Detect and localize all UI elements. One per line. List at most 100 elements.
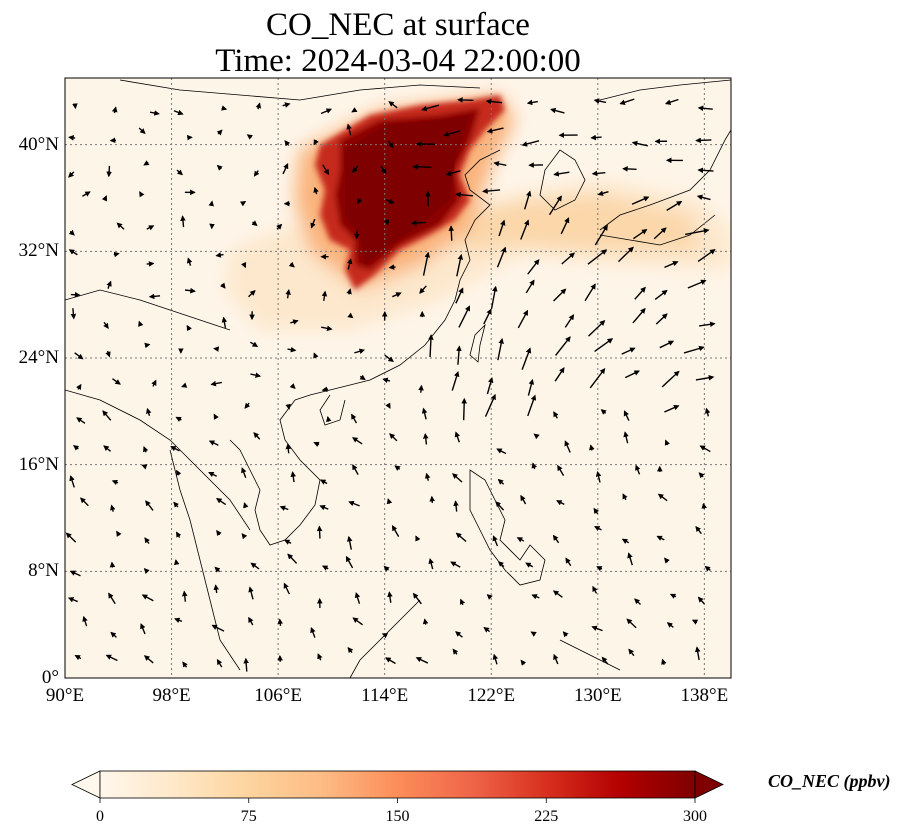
- wind-arrow: [388, 101, 398, 109]
- wind-arrow: [139, 191, 145, 198]
- wind-arrow: [105, 350, 111, 358]
- wind-arrow: [386, 498, 393, 505]
- wind-arrow: [664, 439, 670, 446]
- wind-arrow: [622, 166, 637, 172]
- wind-arrow: [68, 135, 76, 141]
- wind-arrow: [634, 286, 646, 300]
- wind-arrow: [525, 562, 534, 568]
- wind-arrow: [496, 246, 507, 268]
- wind-arrow: [208, 471, 218, 478]
- wind-arrow: [486, 377, 494, 395]
- wind-arrow: [453, 500, 459, 512]
- lat-tick-label: 8°N: [28, 560, 59, 582]
- lon-tick-label: 90°E: [45, 685, 85, 706]
- wind-arrow: [216, 497, 227, 506]
- wind-arrow: [282, 102, 291, 108]
- wind-arrow: [555, 336, 571, 356]
- wind-arrow: [385, 402, 391, 409]
- wind-arrow: [322, 164, 330, 176]
- wind-arrow: [74, 654, 82, 661]
- wind-arrow: [695, 525, 702, 535]
- wind-arrow: [631, 196, 650, 205]
- wind-arrow: [496, 448, 507, 455]
- wind-arrow: [666, 622, 674, 628]
- colorbar-min-extension: [71, 770, 101, 799]
- wind-arrow: [664, 98, 679, 105]
- wind-arrow: [241, 467, 247, 479]
- wind-arrow: [421, 104, 440, 112]
- wind-arrow: [310, 626, 316, 638]
- wind-arrow: [589, 444, 595, 451]
- wind-arrow: [146, 225, 155, 231]
- wind-arrow: [455, 191, 474, 198]
- wind-arrow: [696, 194, 711, 201]
- wind-arrow: [284, 140, 291, 147]
- wind-arrow: [548, 195, 562, 216]
- wind-arrow: [80, 497, 89, 507]
- wind-arrow: [346, 258, 353, 270]
- wind-arrow: [484, 393, 496, 417]
- wind-arrow: [553, 171, 570, 177]
- wind-arrow: [290, 471, 296, 483]
- lon-tick-label: 106°E: [254, 685, 302, 706]
- wind-arrow: [105, 654, 118, 662]
- wind-arrow: [419, 285, 427, 294]
- lon-tick-label: 122°E: [467, 685, 516, 706]
- wind-arrow: [418, 384, 424, 393]
- wind-arrow: [283, 582, 290, 595]
- wind-arrow: [429, 495, 436, 503]
- wind-arrow: [140, 623, 146, 635]
- wind-arrow: [68, 229, 75, 236]
- wind-arrow: [321, 325, 333, 332]
- wind-arrow: [590, 134, 602, 141]
- wind-arrow: [70, 308, 77, 320]
- wind-arrow: [557, 464, 565, 476]
- wind-arrow: [82, 615, 88, 627]
- wind-arrow: [685, 228, 710, 236]
- wind-arrow: [560, 217, 570, 235]
- wind-arrow: [113, 251, 120, 258]
- wind-arrow: [421, 407, 428, 420]
- wind-arrow: [243, 657, 249, 672]
- wind-arrow: [664, 260, 679, 268]
- wind-arrow: [454, 431, 461, 443]
- wind-arrow: [143, 568, 150, 575]
- wind-arrow: [655, 313, 668, 325]
- wind-arrow: [244, 402, 251, 409]
- wind-arrow: [600, 409, 607, 415]
- wind-arrow: [424, 472, 431, 481]
- colorbar: [71, 770, 724, 803]
- wind-arrow: [208, 440, 219, 446]
- wind-arrow: [387, 140, 394, 149]
- wind-arrow: [382, 377, 391, 384]
- wind-arrow: [428, 334, 434, 358]
- wind-arrow: [313, 186, 319, 195]
- wind-arrow: [691, 619, 699, 625]
- wind-arrow: [176, 469, 182, 476]
- colorbar-tick-label: 75: [240, 808, 257, 825]
- wind-arrow: [593, 507, 599, 515]
- lat-tick-label: 32°N: [18, 240, 59, 262]
- wind-arrow: [320, 108, 332, 115]
- wind-arrow: [445, 170, 461, 177]
- wind-arrow: [82, 191, 91, 197]
- wind-arrow: [285, 443, 292, 454]
- wind-arrow: [661, 370, 680, 388]
- wind-arrow: [149, 110, 160, 116]
- wind-arrow: [664, 405, 680, 413]
- wind-arrow: [584, 283, 596, 302]
- map-title-line2: Time: 2024-03-04 22:00:00: [215, 43, 581, 79]
- wind-arrow: [461, 397, 467, 421]
- wind-arrow: [359, 374, 366, 381]
- wind-arrow: [596, 566, 603, 572]
- wind-arrow: [250, 372, 262, 378]
- wind-arrow: [428, 557, 434, 570]
- wind-arrow: [697, 105, 713, 112]
- wind-arrow: [448, 225, 455, 241]
- wind-arrow: [76, 383, 82, 391]
- wind-arrow: [354, 348, 366, 354]
- wind-arrow: [527, 394, 537, 417]
- wind-arrow: [313, 352, 319, 359]
- wind-arrow: [243, 502, 249, 509]
- wind-arrow: [138, 127, 146, 134]
